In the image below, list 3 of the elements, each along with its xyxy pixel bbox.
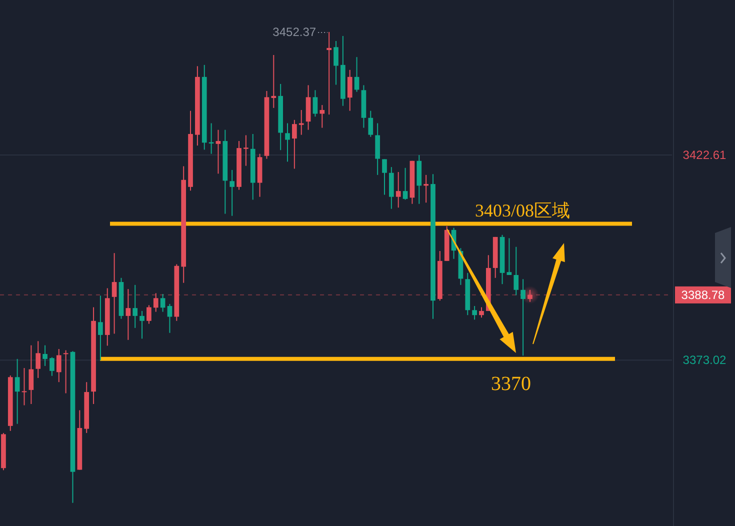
annotation: 3452.37 bbox=[272, 24, 316, 39]
ref-line-label: 3403/08区域 bbox=[475, 200, 570, 221]
ref-line-label: 3388.78 bbox=[681, 288, 726, 302]
